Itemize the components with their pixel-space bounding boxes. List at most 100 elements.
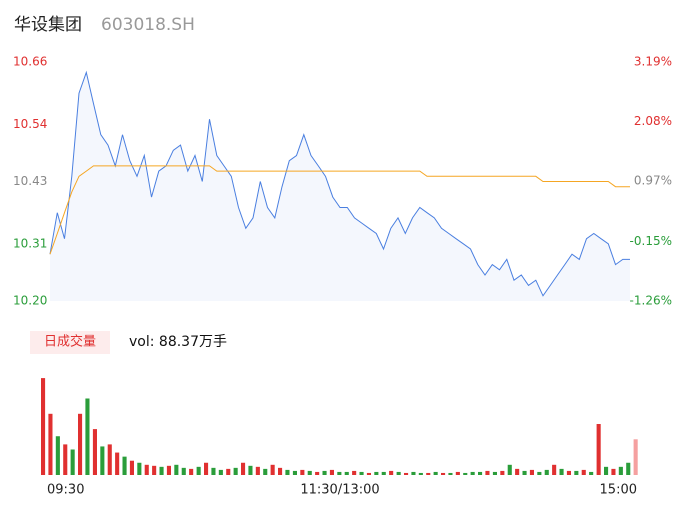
volume-bar bbox=[470, 471, 475, 475]
chart-subtitle: 603018.SH bbox=[101, 15, 195, 35]
volume-bar bbox=[596, 424, 601, 475]
volume-bar bbox=[189, 468, 194, 475]
x-tick-label: 11:30/13:00 bbox=[300, 483, 379, 498]
volume-bar bbox=[278, 467, 283, 475]
x-tick-label: 09:30 bbox=[47, 483, 84, 498]
volume-bar bbox=[529, 469, 534, 475]
y2-tick-label: -1.26% bbox=[630, 294, 672, 308]
average-line bbox=[49, 165, 630, 255]
volume-bar bbox=[426, 472, 431, 475]
volume-bar bbox=[589, 471, 594, 475]
volume-bar bbox=[352, 470, 357, 475]
volume-bar bbox=[48, 413, 53, 475]
volume-bar bbox=[492, 471, 497, 475]
volume-bar bbox=[152, 465, 157, 475]
volume-bar bbox=[544, 469, 549, 475]
volume-bar bbox=[241, 462, 246, 475]
volume-bar bbox=[559, 468, 564, 475]
volume-bar bbox=[411, 471, 416, 475]
y-tick-label: 10.20 bbox=[13, 294, 47, 308]
volume-bar bbox=[270, 464, 275, 475]
volume-bar bbox=[566, 470, 571, 475]
volume-bar bbox=[463, 472, 468, 475]
volume-bar bbox=[92, 429, 97, 475]
volume-bar bbox=[255, 466, 260, 475]
volume-bar bbox=[418, 472, 423, 475]
volume-bar bbox=[626, 462, 631, 475]
volume-bar bbox=[226, 468, 231, 475]
volume-bar bbox=[292, 470, 297, 475]
volume-bar bbox=[218, 469, 223, 475]
volume-bar bbox=[507, 464, 512, 475]
volume-bar bbox=[263, 468, 268, 475]
volume-bar bbox=[100, 446, 105, 475]
volume-bar bbox=[389, 470, 394, 475]
volume-bar bbox=[85, 398, 90, 475]
chart-title: 华设集团 bbox=[14, 15, 82, 35]
volume-bar bbox=[159, 466, 164, 475]
volume-bar bbox=[63, 444, 68, 475]
volume-bar bbox=[448, 472, 453, 475]
volume-bar bbox=[404, 472, 409, 475]
price-line bbox=[49, 70, 630, 297]
volume-bar bbox=[500, 470, 505, 475]
volume-bar bbox=[300, 469, 305, 475]
y-tick-label: 10.54 bbox=[13, 117, 47, 131]
volume-bar bbox=[248, 465, 253, 475]
volume-bar bbox=[611, 468, 616, 475]
volume-bar bbox=[115, 452, 120, 475]
volume-bar bbox=[307, 470, 312, 475]
y-tick-label: 10.66 bbox=[13, 55, 47, 69]
volume-bar bbox=[537, 471, 542, 475]
volume-bar bbox=[78, 413, 83, 475]
volume-bar bbox=[441, 472, 446, 475]
y2-tick-label: 0.97% bbox=[634, 174, 672, 188]
volume-bar bbox=[285, 469, 290, 475]
volume-bar bbox=[122, 456, 127, 475]
volume-bar bbox=[196, 466, 201, 475]
volume-bar bbox=[166, 465, 171, 475]
volume-bar bbox=[366, 472, 371, 475]
volume-bar bbox=[478, 471, 483, 475]
volume-bar bbox=[137, 462, 142, 475]
volume-bar bbox=[515, 468, 520, 475]
volume-bar bbox=[344, 471, 349, 475]
volume-bar bbox=[41, 378, 46, 475]
volume-bar bbox=[574, 470, 579, 475]
volume-bar bbox=[552, 464, 557, 475]
y-tick-label: 10.31 bbox=[13, 236, 47, 250]
volume-bar bbox=[211, 467, 216, 475]
volume-bar bbox=[55, 436, 60, 475]
volume-bar bbox=[329, 469, 334, 475]
volume-bar bbox=[374, 471, 379, 475]
volume-bar bbox=[381, 471, 386, 475]
y-tick-label: 10.43 bbox=[13, 174, 47, 188]
volume-bar bbox=[485, 470, 490, 475]
volume-bar bbox=[337, 471, 342, 475]
volume-bar bbox=[107, 444, 112, 475]
y2-tick-label: -0.15% bbox=[630, 234, 672, 248]
volume-bar bbox=[633, 439, 638, 475]
volume-bar bbox=[396, 471, 401, 475]
volume-bar bbox=[174, 464, 179, 475]
volume-bar bbox=[204, 462, 209, 475]
y2-tick-label: 2.08% bbox=[634, 114, 672, 128]
volume-bar bbox=[359, 471, 364, 475]
volume-bar bbox=[315, 471, 320, 475]
volume-bar bbox=[70, 449, 75, 475]
volume-bar bbox=[604, 466, 609, 475]
volume-bar bbox=[144, 464, 149, 475]
volume-bar bbox=[322, 470, 327, 475]
volume-bar bbox=[581, 469, 586, 475]
volume-bar bbox=[433, 471, 438, 475]
volume-badge bbox=[30, 331, 110, 354]
x-tick-label: 15:00 bbox=[600, 483, 637, 498]
volume-bar bbox=[129, 460, 134, 475]
volume-title: 日成交量 bbox=[44, 334, 96, 350]
volume-bar bbox=[522, 470, 527, 475]
volume-annotation: vol: 88.37万手 bbox=[129, 334, 227, 350]
volume-bar bbox=[618, 466, 623, 475]
volume-bar bbox=[233, 467, 238, 475]
